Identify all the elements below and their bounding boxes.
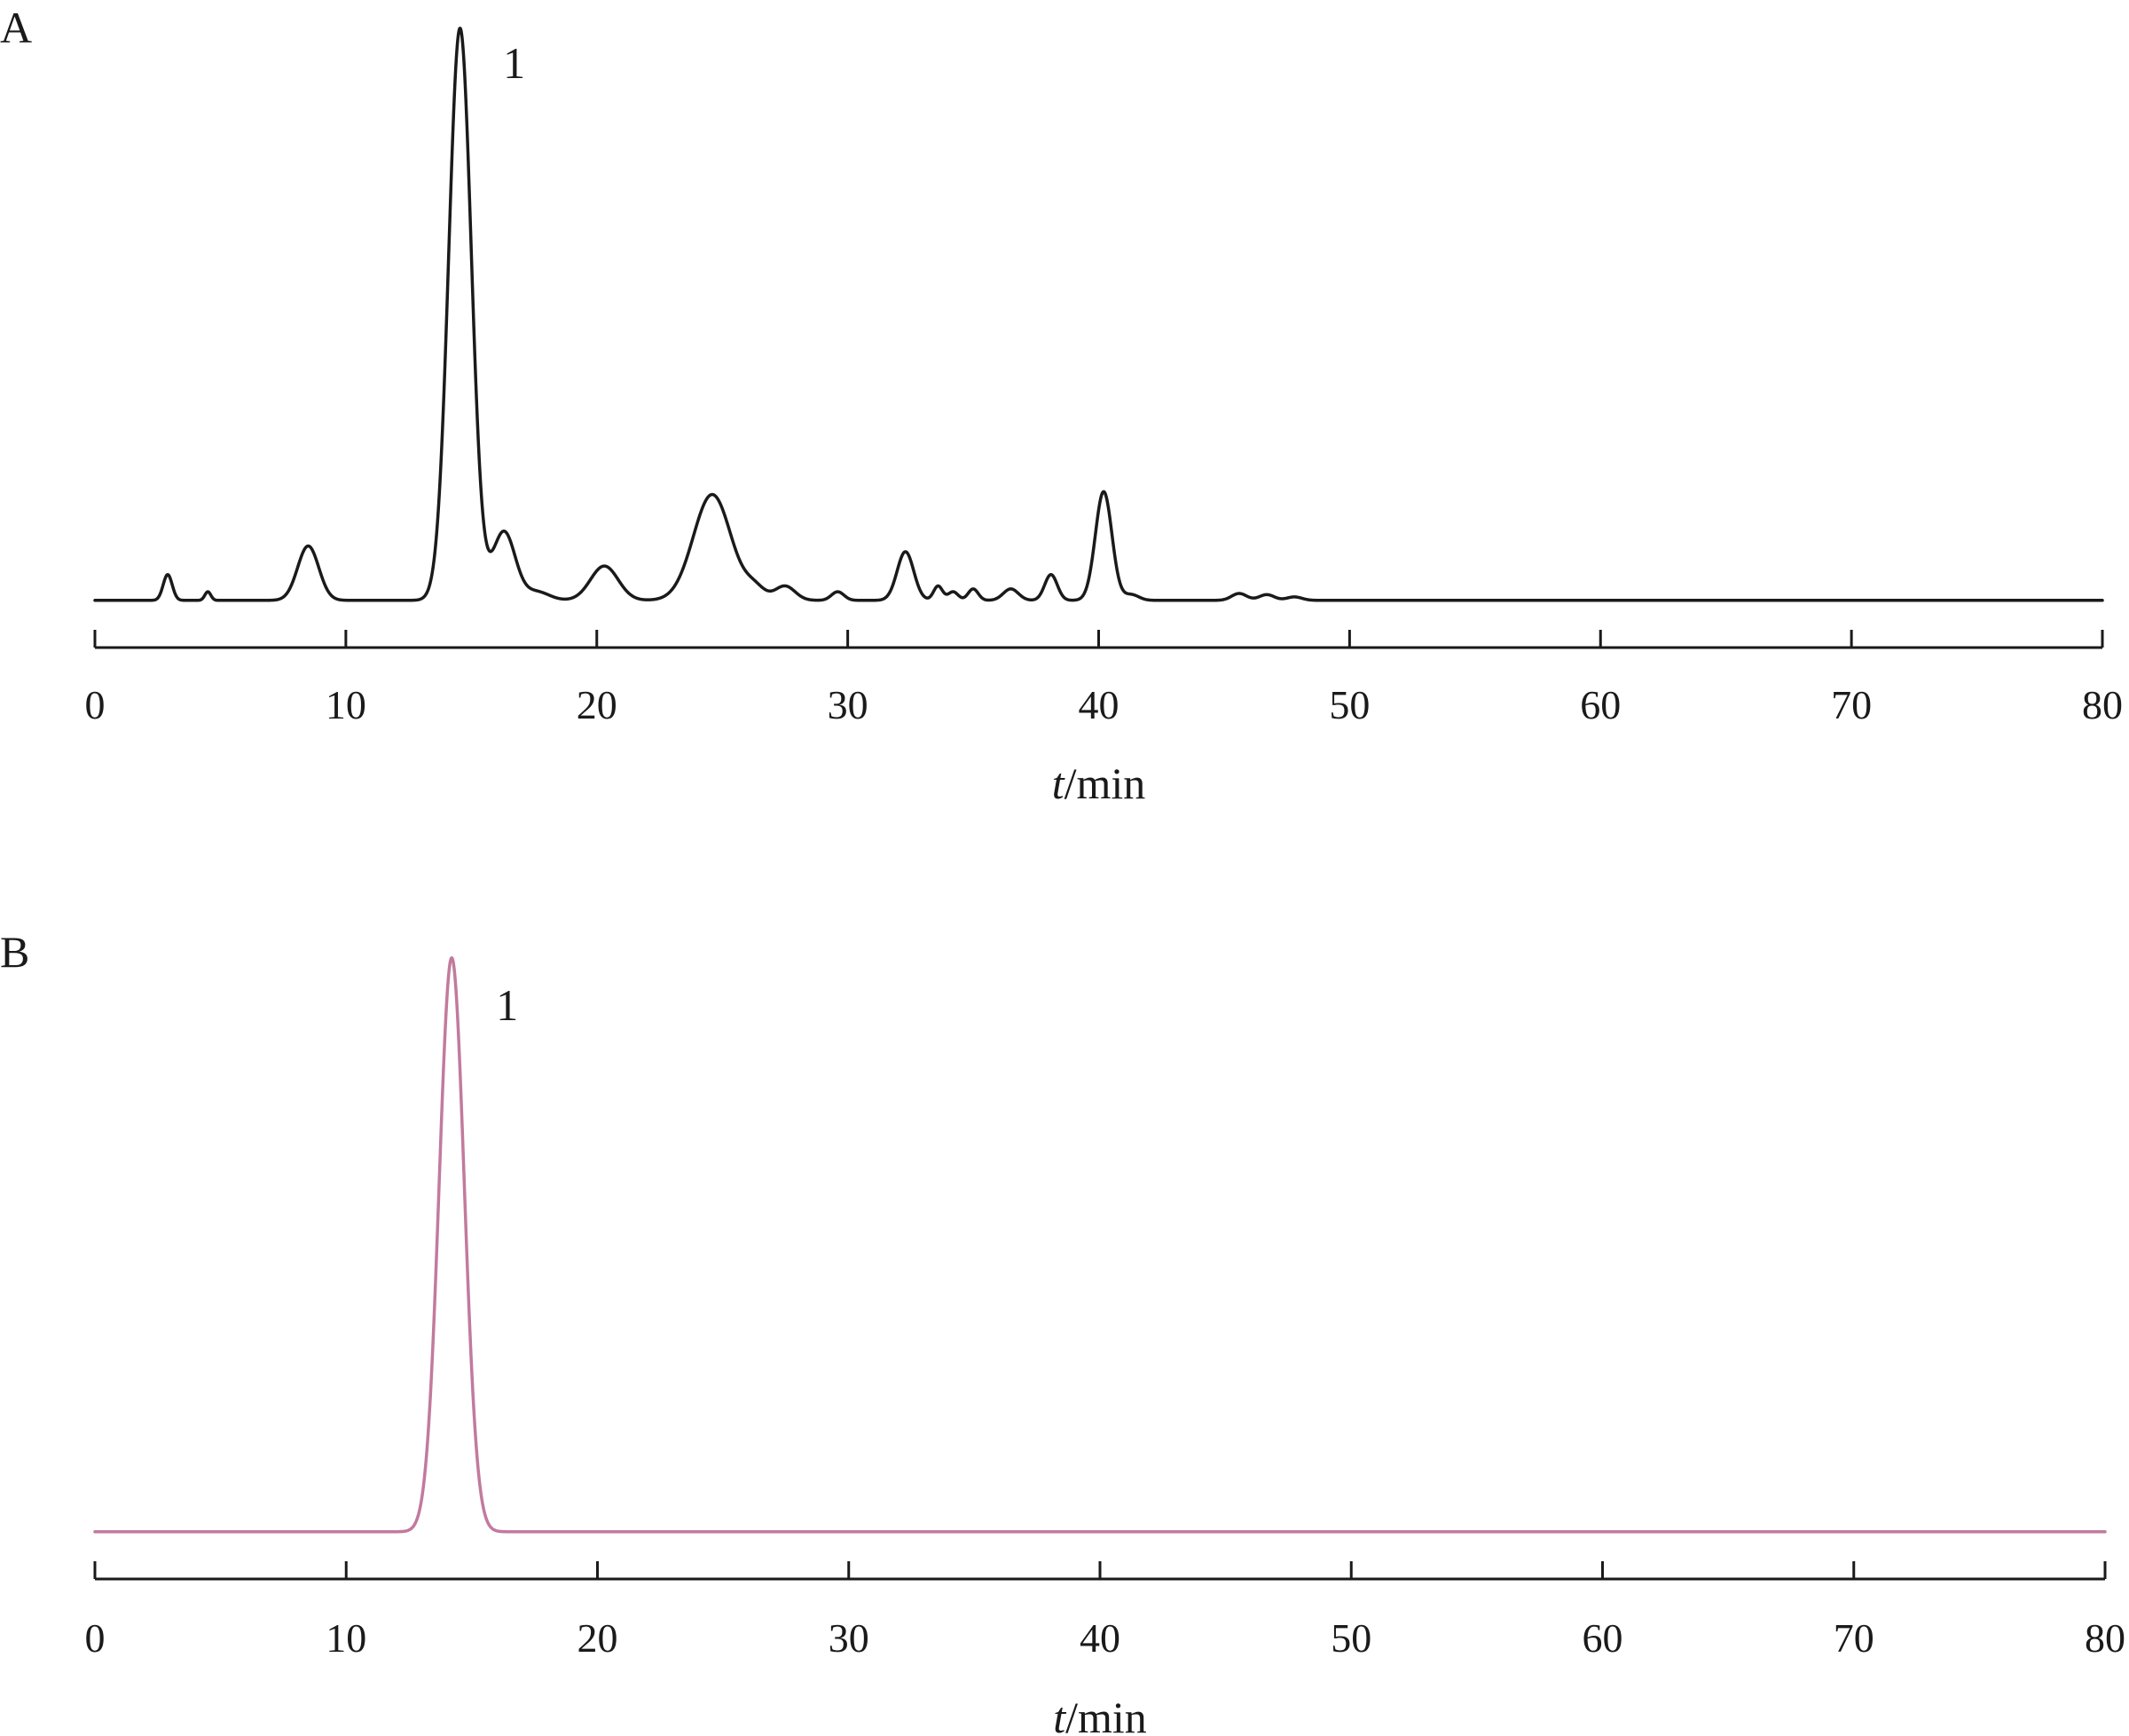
panel-label: B <box>0 927 29 977</box>
panel-b: B10 10 20 30 40 50 60 70 80t/min <box>0 927 2125 1736</box>
x-axis-label-unit: /min <box>1064 758 1146 808</box>
x-axis-label: t/min <box>1052 758 1146 808</box>
chromatogram-trace <box>93 956 2107 1534</box>
x-tick-label: 70 <box>1834 1615 1874 1661</box>
x-tick-label: 40 <box>1079 682 1119 727</box>
x-tick-label: 70 <box>1831 682 1872 727</box>
x-tick-label: 80 <box>2085 1615 2125 1661</box>
x-tick-label: 60 <box>1580 682 1621 727</box>
x-tick-label: 10 <box>326 682 366 727</box>
x-tick-label: 10 <box>326 1615 366 1661</box>
chromatogram-trace <box>93 27 2104 602</box>
x-tick-label: 20 <box>577 1615 618 1661</box>
x-tick-label: 0 <box>85 682 106 727</box>
x-tick-label: 0 <box>85 1615 106 1661</box>
x-tick-label: 60 <box>1583 1615 1623 1661</box>
peak-label: 1 <box>503 38 525 88</box>
x-tick-label: 80 <box>2082 682 2123 727</box>
x-tick-label: 50 <box>1331 1615 1371 1661</box>
x-tick-label: 40 <box>1080 1615 1120 1661</box>
panel-a: A10 10 20 30 40 50 60 70 80t/min <box>0 3 2123 808</box>
x-axis-label-unit: /min <box>1065 1693 1147 1736</box>
panel-label: A <box>0 3 32 52</box>
x-tick-label: 30 <box>828 682 868 727</box>
peak-label: 1 <box>496 980 518 1030</box>
x-tick-label: 20 <box>577 682 617 727</box>
x-axis-label-variable: t <box>1052 758 1065 808</box>
x-axis-label-variable: t <box>1053 1693 1066 1736</box>
x-axis-label: t/min <box>1053 1693 1147 1736</box>
x-tick-label: 30 <box>829 1615 869 1661</box>
x-tick-label: 50 <box>1329 682 1370 727</box>
